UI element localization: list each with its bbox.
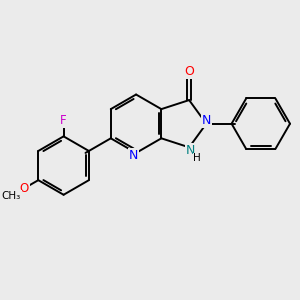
Text: N: N <box>202 114 211 127</box>
Text: CH₃: CH₃ <box>2 191 21 201</box>
Text: N: N <box>186 144 195 157</box>
Text: N: N <box>129 149 138 162</box>
Text: O: O <box>20 182 29 195</box>
Text: H: H <box>194 153 201 164</box>
Text: F: F <box>60 114 67 127</box>
Text: O: O <box>184 65 194 78</box>
